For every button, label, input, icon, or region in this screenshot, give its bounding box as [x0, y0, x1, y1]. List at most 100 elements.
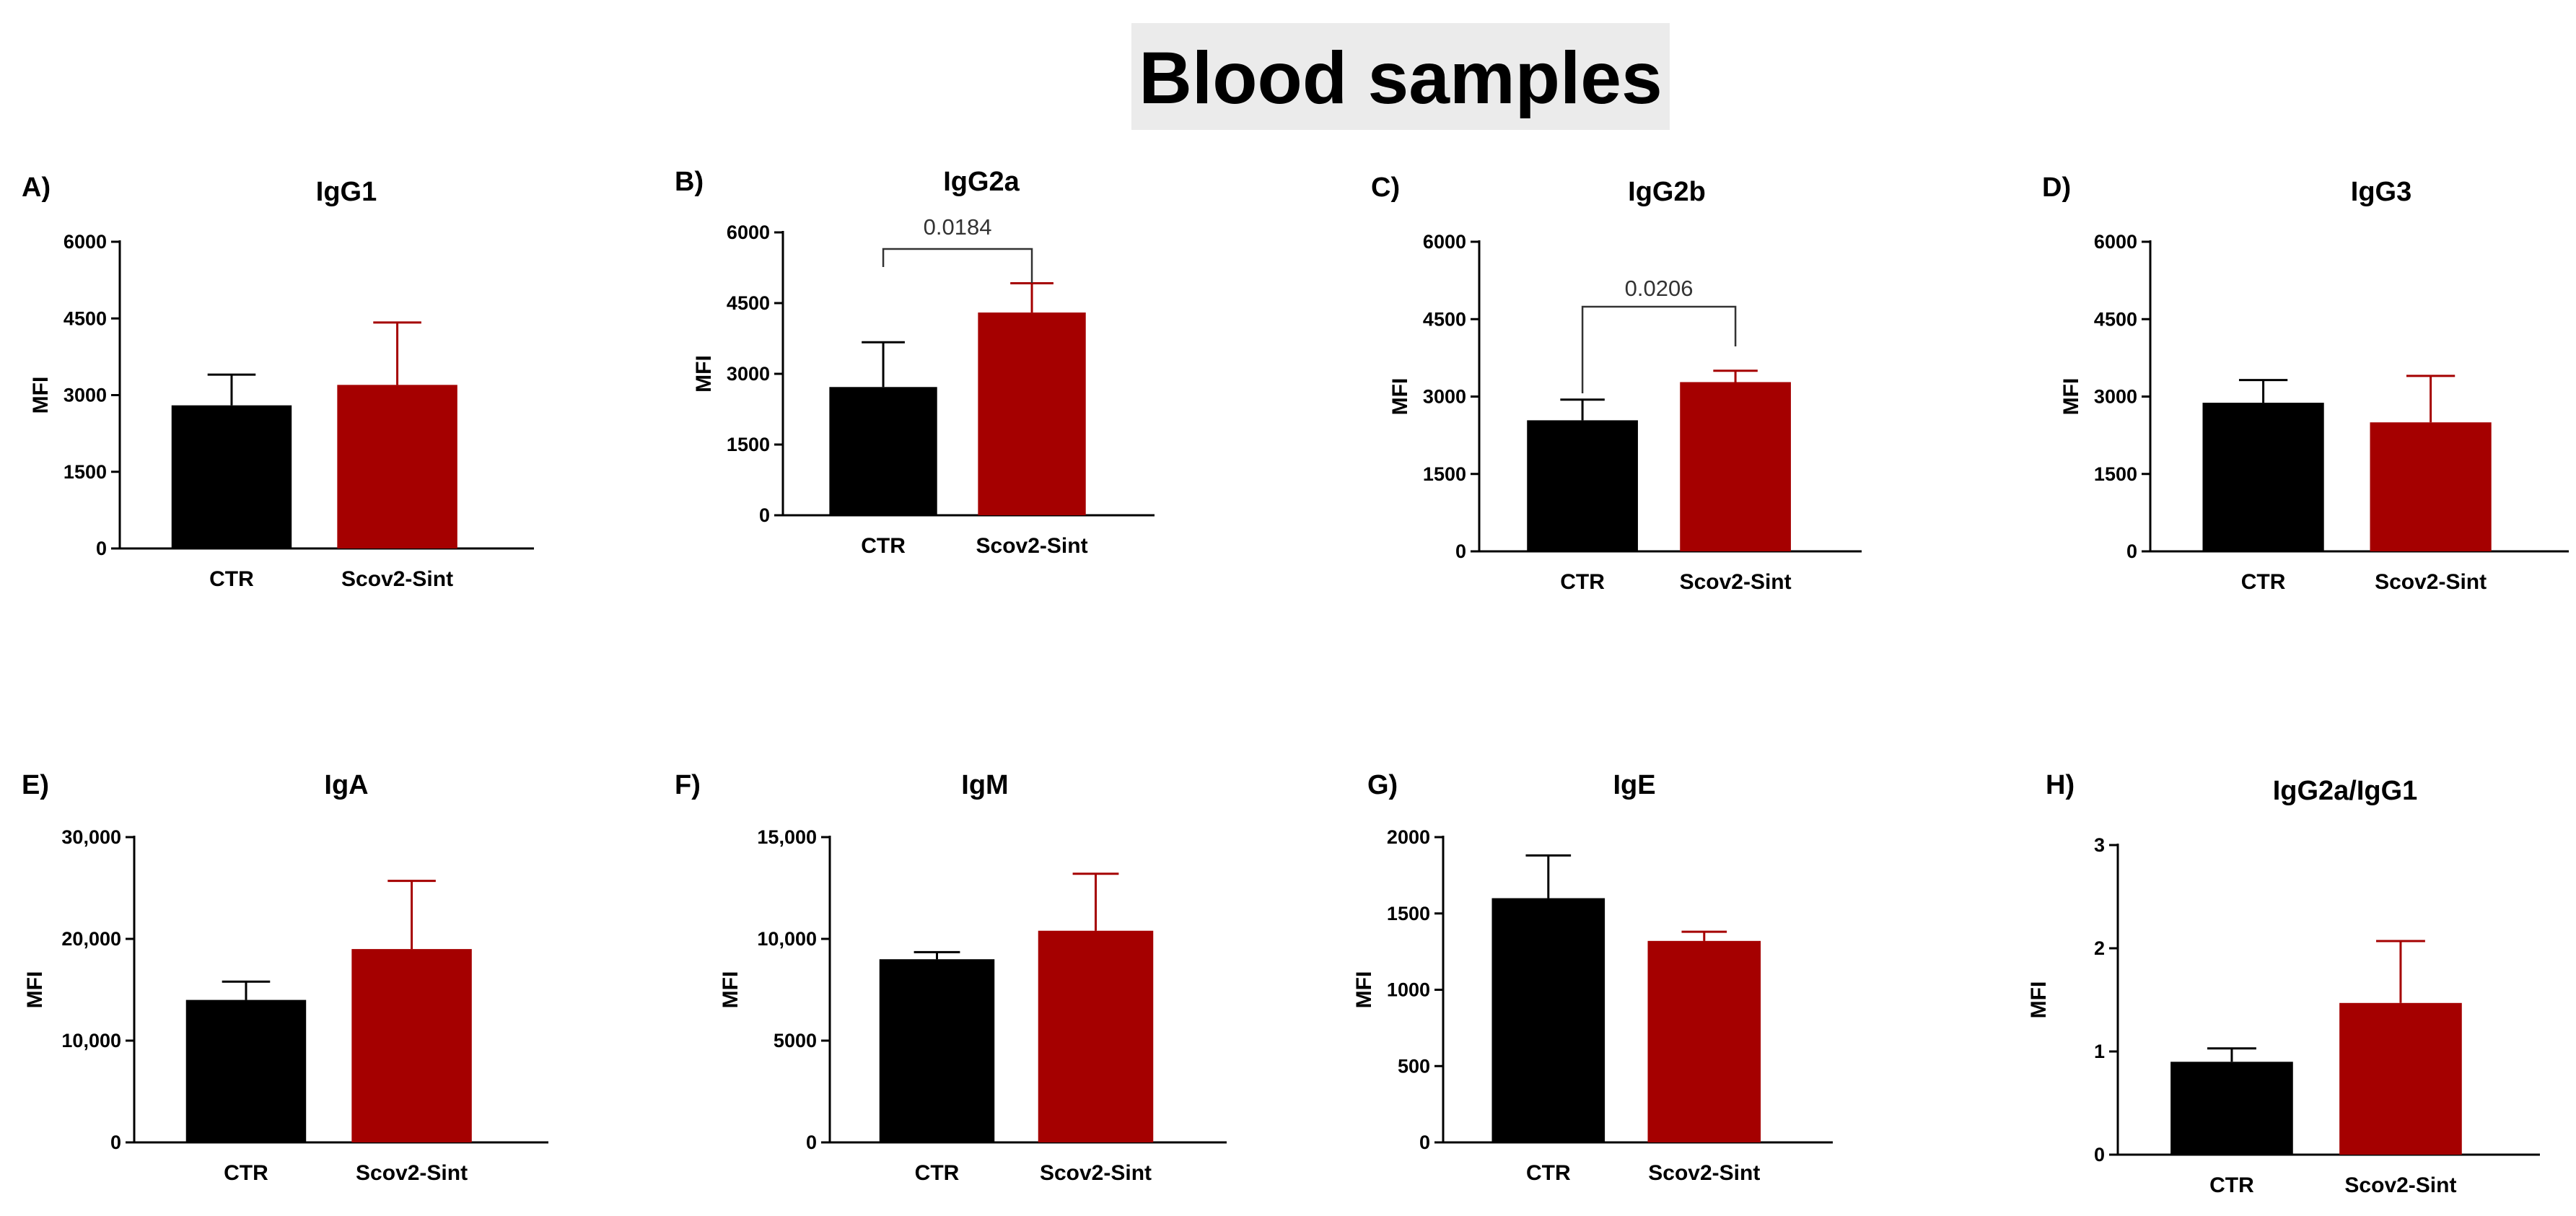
y-tick-label: 20,000: [61, 928, 121, 950]
error-bar: [2406, 375, 2455, 423]
y-tick-label: 3000: [1423, 386, 1466, 408]
bar-ctr: [1527, 420, 1638, 551]
error-bar: [1713, 369, 1758, 382]
y-tick-label: 10,000: [757, 928, 817, 950]
category-label: Scov2-Sint: [2375, 570, 2487, 594]
y-axis-label: MFI: [2059, 378, 2083, 416]
panel-letter: C): [1371, 172, 1400, 203]
y-tick-label: 2000: [1387, 826, 1430, 848]
category-label: CTR: [224, 1161, 268, 1185]
panel-title: IgM: [961, 770, 1008, 800]
title-background: [1131, 23, 1670, 130]
significance-bracket: [882, 248, 1033, 283]
error-bar: [387, 880, 436, 950]
y-tick-label: 3: [2094, 834, 2105, 856]
bar-scov2-sint: [2339, 1002, 2462, 1155]
error-bar: [2207, 1047, 2256, 1062]
bar-ctr: [1491, 898, 1605, 1142]
chart-panel-igg2a-igg1: H) IgG2a/IgG1 0 1 2 3 MFI CTR Scov2-Sint: [2027, 770, 2540, 1197]
category-label: CTR: [1560, 570, 1605, 594]
y-axis-label: MFI: [692, 355, 716, 393]
chart-panel-ige: G) IgE 0 500 1000 1500 2000 MFI CTR Scov2-Sint: [1352, 770, 1833, 1185]
category-label: Scov2-Sint: [356, 1161, 468, 1185]
y-axis-label: MFI: [23, 971, 47, 1009]
bar-ctr: [829, 387, 937, 515]
y-tick-label: 1500: [1423, 463, 1466, 485]
y-tick-label: 30,000: [61, 826, 121, 848]
error-bar: [2238, 379, 2288, 403]
y-tick-label: 4500: [727, 292, 770, 314]
significance-label: 0.0184: [924, 214, 992, 240]
error-bar: [1525, 854, 1572, 898]
y-tick-label: 3000: [63, 385, 107, 406]
significance-bracket: [1581, 305, 1737, 393]
error-bar: [862, 341, 905, 388]
category-label: CTR: [1526, 1161, 1571, 1185]
bar-scov2-sint: [1680, 382, 1791, 551]
bar-ctr: [2202, 403, 2324, 551]
y-tick-label: 3000: [2094, 386, 2137, 408]
chart-panel-igg2a: B) IgG2a 0 1500 3000 4500 6000 MFI CTR Scov2-Sint…: [675, 167, 1155, 558]
panel-letter: E): [22, 770, 49, 800]
panel-title: IgG2a: [943, 167, 1020, 197]
bar-scov2-sint: [1647, 940, 1761, 1142]
bar-scov2-sint: [978, 312, 1086, 515]
error-bar: [207, 373, 256, 406]
panel-letter: G): [1367, 770, 1398, 800]
y-tick-label: 500: [1398, 1055, 1430, 1077]
y-tick-label: 0: [96, 538, 107, 559]
category-label: CTR: [861, 534, 906, 558]
error-bar: [373, 321, 421, 385]
error-bar: [914, 950, 960, 960]
panel-letter: A): [22, 172, 51, 203]
y-tick-label: 0: [2094, 1144, 2105, 1165]
panel-title: IgE: [1613, 770, 1655, 800]
bar-scov2-sint: [2370, 422, 2492, 551]
category-label: CTR: [209, 567, 254, 591]
y-tick-label: 15,000: [757, 826, 817, 848]
bar-ctr: [2170, 1062, 2293, 1155]
y-tick-label: 1500: [2094, 463, 2137, 485]
category-label: Scov2-Sint: [1040, 1161, 1152, 1185]
page-title: Blood samples: [1139, 37, 1662, 119]
y-tick-label: 4500: [63, 307, 107, 329]
chart-panel-iga: E) IgA 0 10,000 20,000 30,000 MFI CTR Scov2-Sint: [22, 770, 548, 1185]
y-axis-label: MFI: [719, 971, 742, 1009]
y-tick-label: 0: [759, 504, 770, 526]
category-label: CTR: [2209, 1173, 2254, 1197]
y-tick-label: 2: [2094, 937, 2105, 959]
category-label: Scov2-Sint: [1680, 570, 1792, 594]
panel-title: IgG2b: [1628, 177, 1706, 207]
bar-scov2-sint: [1038, 930, 1154, 1142]
y-tick-label: 6000: [1423, 231, 1466, 253]
y-tick-label: 1500: [63, 461, 107, 483]
panel-letter: B): [675, 167, 704, 197]
y-tick-label: 4500: [1423, 308, 1466, 330]
bar-ctr: [171, 405, 292, 548]
y-tick-label: 0: [1419, 1132, 1430, 1153]
category-label: Scov2-Sint: [341, 567, 453, 591]
panel-title: IgG3: [2351, 177, 2411, 207]
y-axis-label: MFI: [29, 377, 53, 414]
y-tick-label: 3000: [727, 363, 770, 385]
panel-letter: F): [675, 770, 701, 800]
error-bar: [1072, 872, 1119, 931]
y-tick-label: 5000: [774, 1030, 817, 1051]
y-tick-label: 0: [110, 1132, 121, 1153]
y-tick-label: 1500: [1387, 903, 1430, 924]
category-label: Scov2-Sint: [2344, 1173, 2456, 1197]
y-axis-label: MFI: [2027, 981, 2051, 1019]
y-tick-label: 10,000: [61, 1030, 121, 1051]
y-tick-label: 0: [806, 1132, 817, 1153]
category-label: Scov2-Sint: [976, 534, 1088, 558]
chart-panel-igm: F) IgM 0 5000 10,000 15,000 MFI CTR Scov2-Sint: [675, 770, 1227, 1185]
bar-scov2-sint: [351, 949, 472, 1142]
bar-scov2-sint: [337, 385, 457, 548]
y-tick-label: 4500: [2094, 308, 2137, 330]
panel-title: IgG2a/IgG1: [2273, 776, 2418, 806]
y-tick-label: 6000: [727, 222, 770, 243]
y-tick-label: 1000: [1387, 979, 1430, 1001]
y-tick-label: 0: [1455, 541, 1466, 562]
chart-panel-igg1: A) IgG1 0 1500 3000 4500 6000 MFI CTR Scov2-Sint: [22, 172, 534, 591]
